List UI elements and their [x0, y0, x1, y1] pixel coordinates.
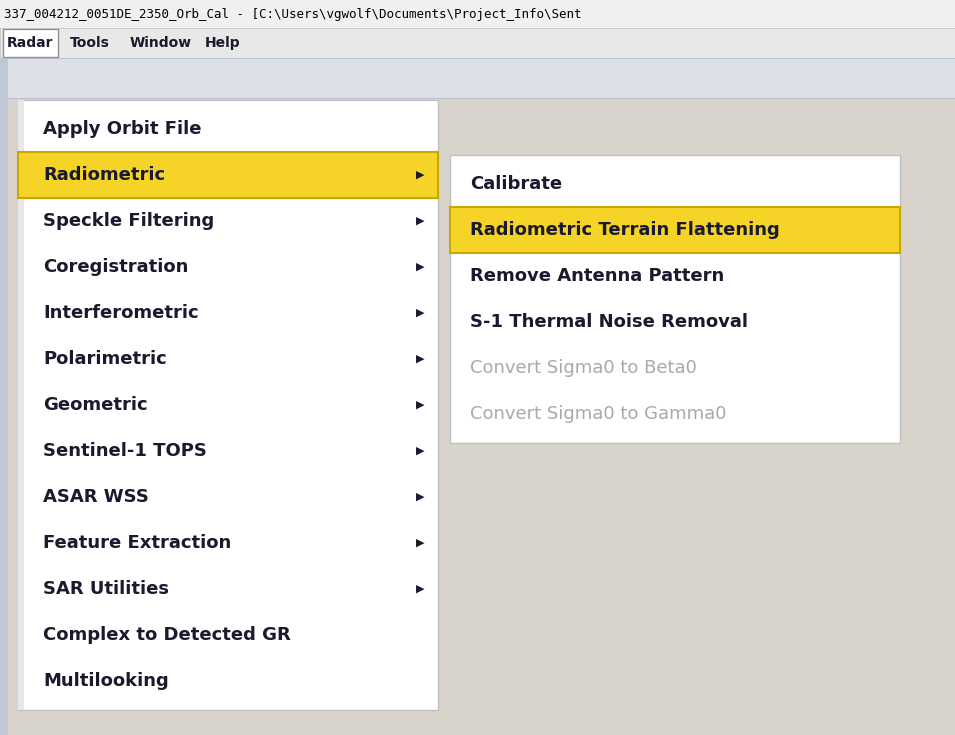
Text: ▶: ▶ [415, 400, 424, 410]
Text: Interferometric: Interferometric [43, 304, 199, 322]
Bar [0, 28, 955, 58]
Text: Help: Help [205, 36, 241, 50]
Bar [0, 58, 8, 735]
Text: ▶: ▶ [415, 446, 424, 456]
Text: Radiometric: Radiometric [43, 166, 165, 184]
Text: Multilooking: Multilooking [43, 672, 169, 690]
Bar [3, 29, 58, 57]
Text: Geometric: Geometric [43, 396, 148, 414]
Text: ▶: ▶ [415, 584, 424, 594]
Text: S-1 Thermal Noise Removal: S-1 Thermal Noise Removal [470, 313, 748, 331]
Bar [18, 152, 438, 198]
Text: Apply Orbit File: Apply Orbit File [43, 120, 202, 138]
Text: SAR Utilities: SAR Utilities [43, 580, 169, 598]
Bar [450, 207, 900, 253]
Text: Tools: Tools [70, 36, 110, 50]
Text: Polarimetric: Polarimetric [43, 350, 167, 368]
Text: Complex to Detected GR: Complex to Detected GR [43, 626, 290, 644]
Text: Window: Window [130, 36, 192, 50]
Bar [0, 58, 955, 98]
Bar [18, 100, 438, 710]
Text: Sentinel-1 TOPS: Sentinel-1 TOPS [43, 442, 207, 460]
Text: ▶: ▶ [415, 262, 424, 272]
Text: ▶: ▶ [415, 538, 424, 548]
Text: ▶: ▶ [415, 308, 424, 318]
Text: Feature Extraction: Feature Extraction [43, 534, 231, 552]
Text: Convert Sigma0 to Gamma0: Convert Sigma0 to Gamma0 [470, 405, 727, 423]
Text: ▶: ▶ [415, 170, 424, 180]
Text: ▶: ▶ [415, 492, 424, 502]
Text: Speckle Filtering: Speckle Filtering [43, 212, 214, 230]
Text: Radar: Radar [8, 36, 53, 50]
Text: Calibrate: Calibrate [470, 175, 562, 193]
Text: Remove Antenna Pattern: Remove Antenna Pattern [470, 267, 724, 285]
Bar [0, 0, 955, 28]
Text: ▶: ▶ [415, 354, 424, 364]
Bar [18, 100, 24, 710]
Bar [0, 98, 955, 735]
Text: 337_004212_0051DE_2350_Orb_Cal - [C:\Users\vgwolf\Documents\Project_Info\Sent: 337_004212_0051DE_2350_Orb_Cal - [C:\Use… [4, 7, 582, 21]
Text: Radiometric Terrain Flattening: Radiometric Terrain Flattening [470, 221, 779, 239]
Text: ASAR WSS: ASAR WSS [43, 488, 149, 506]
Text: Coregistration: Coregistration [43, 258, 188, 276]
Bar [450, 155, 900, 443]
Text: Convert Sigma0 to Beta0: Convert Sigma0 to Beta0 [470, 359, 697, 377]
Text: ▶: ▶ [415, 216, 424, 226]
